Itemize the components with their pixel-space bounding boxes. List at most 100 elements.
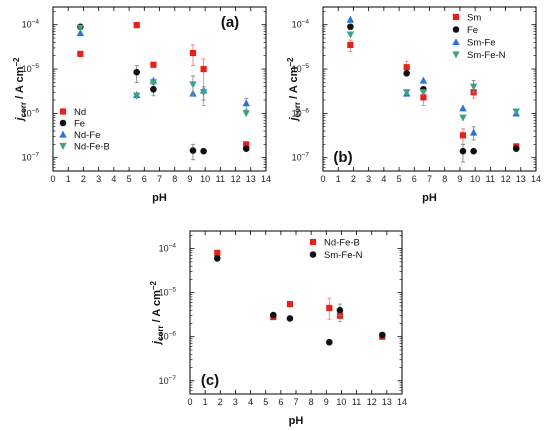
legend-label: Sm [467, 12, 481, 23]
legend-item: Sm-Fe-N [452, 50, 506, 61]
legend-label: Nd-Fe-B [324, 237, 360, 248]
legend-marker [452, 51, 460, 59]
legend-marker [59, 108, 67, 115]
legend-item: Nd-Fe [59, 130, 100, 141]
data-point [77, 50, 84, 57]
legend-label: Nd [74, 107, 86, 118]
x-tick-label: 8 [172, 174, 177, 184]
x-tick-label: 9 [457, 174, 462, 184]
data-point [403, 70, 410, 77]
x-tick-label: 12 [367, 397, 377, 407]
x-tick-label: 12 [501, 174, 511, 184]
x-tick-label: 0 [50, 174, 55, 184]
data-point [419, 89, 428, 97]
legend-marker [59, 130, 67, 138]
x-tick-label: 10 [336, 397, 346, 407]
data-point [242, 145, 250, 152]
y-tick-label: 10−4 [159, 243, 177, 254]
x-tick-label: 13 [382, 397, 392, 407]
y-tick-label: 10−5 [159, 287, 177, 298]
data-point [189, 147, 197, 154]
y-tick-label: 10−4 [292, 19, 310, 30]
data-point [286, 315, 294, 322]
x-tick-label: 8 [309, 397, 314, 407]
x-axis-title: pH [152, 192, 167, 204]
y-tick-label: 10−6 [292, 107, 310, 118]
data-point [346, 31, 355, 39]
data-point [459, 132, 467, 139]
legend-label: Nd-Fe-B [74, 141, 110, 152]
x-tick-label: 5 [127, 174, 132, 184]
data-point [242, 99, 250, 107]
data-point [150, 85, 157, 93]
data-point [469, 83, 478, 91]
x-tick-label: 14 [531, 174, 541, 184]
data-point [326, 304, 333, 312]
y-tick-label: 10−7 [159, 375, 177, 386]
legend-item: Nd [59, 107, 86, 118]
x-tick-label: 12 [231, 174, 241, 184]
x-tick-label: 1 [66, 174, 71, 184]
series-sm-fe-n [346, 31, 520, 122]
x-tick-label: 6 [142, 174, 147, 184]
x-tick-label: 3 [96, 174, 101, 184]
legend-label: Fe [467, 25, 478, 36]
data-point [419, 76, 428, 84]
x-tick-label: 8 [442, 174, 447, 184]
data-point [189, 49, 197, 57]
data-point [76, 24, 85, 32]
panel-label: (a) [221, 14, 239, 31]
data-point [420, 94, 427, 101]
x-axis-title: pH [289, 415, 304, 427]
data-point [243, 141, 250, 148]
x-tick-label: 10 [200, 174, 210, 184]
data-point [346, 15, 355, 23]
x-tick-label: 14 [397, 397, 407, 407]
data-point [213, 255, 221, 262]
data-point [149, 79, 158, 87]
x-tick-label: 10 [470, 174, 480, 184]
x-tick-label: 4 [111, 174, 116, 184]
x-axis-title: pH [422, 192, 437, 204]
data-point [200, 147, 207, 155]
x-tick-label: 13 [246, 174, 256, 184]
data-point [379, 331, 386, 339]
data-point [269, 311, 277, 319]
legend-item: Fe [59, 118, 85, 129]
legend-item: Nd-Fe-B [309, 237, 360, 248]
legend-item: Nd-Fe-B [59, 141, 110, 152]
y-tick-label: 10−4 [22, 19, 40, 30]
legend-item: Fe [452, 25, 478, 36]
x-tick-label: 5 [263, 397, 268, 407]
data-point [76, 29, 85, 37]
legend-item: Sm-Fe [452, 37, 496, 48]
legend-marker [59, 142, 67, 150]
legend-marker [452, 26, 460, 33]
legend: Nd-Fe-B Sm-Fe-N [309, 237, 363, 261]
x-tick-label: 11 [216, 174, 225, 184]
data-point [403, 64, 410, 71]
x-tick-label: 2 [81, 174, 86, 184]
legend-label: Sm-Fe-N [467, 50, 506, 61]
series-sm-fe-n [213, 255, 386, 346]
y-tick-label: 10−5 [22, 63, 40, 74]
x-tick-label: 13 [516, 174, 526, 184]
legend-marker [452, 38, 460, 46]
y-tick-label: 10−7 [292, 152, 310, 163]
x-tick-label: 2 [351, 174, 356, 184]
data-point [286, 301, 294, 308]
legend-label: Fe [74, 118, 85, 129]
y-tick-label: 10−6 [22, 107, 40, 118]
data-point [133, 22, 140, 29]
data-point [200, 65, 207, 73]
x-tick-label: 7 [293, 397, 298, 407]
x-tick-label: 0 [320, 174, 325, 184]
x-tick-label: 1 [336, 174, 341, 184]
y-axis-title: jcorr / A cm−2 [149, 280, 165, 346]
data-point [459, 104, 467, 112]
y-axis-title: jcorr / A cm−2 [286, 57, 302, 123]
data-point [133, 68, 140, 76]
x-tick-label: 0 [187, 397, 192, 407]
